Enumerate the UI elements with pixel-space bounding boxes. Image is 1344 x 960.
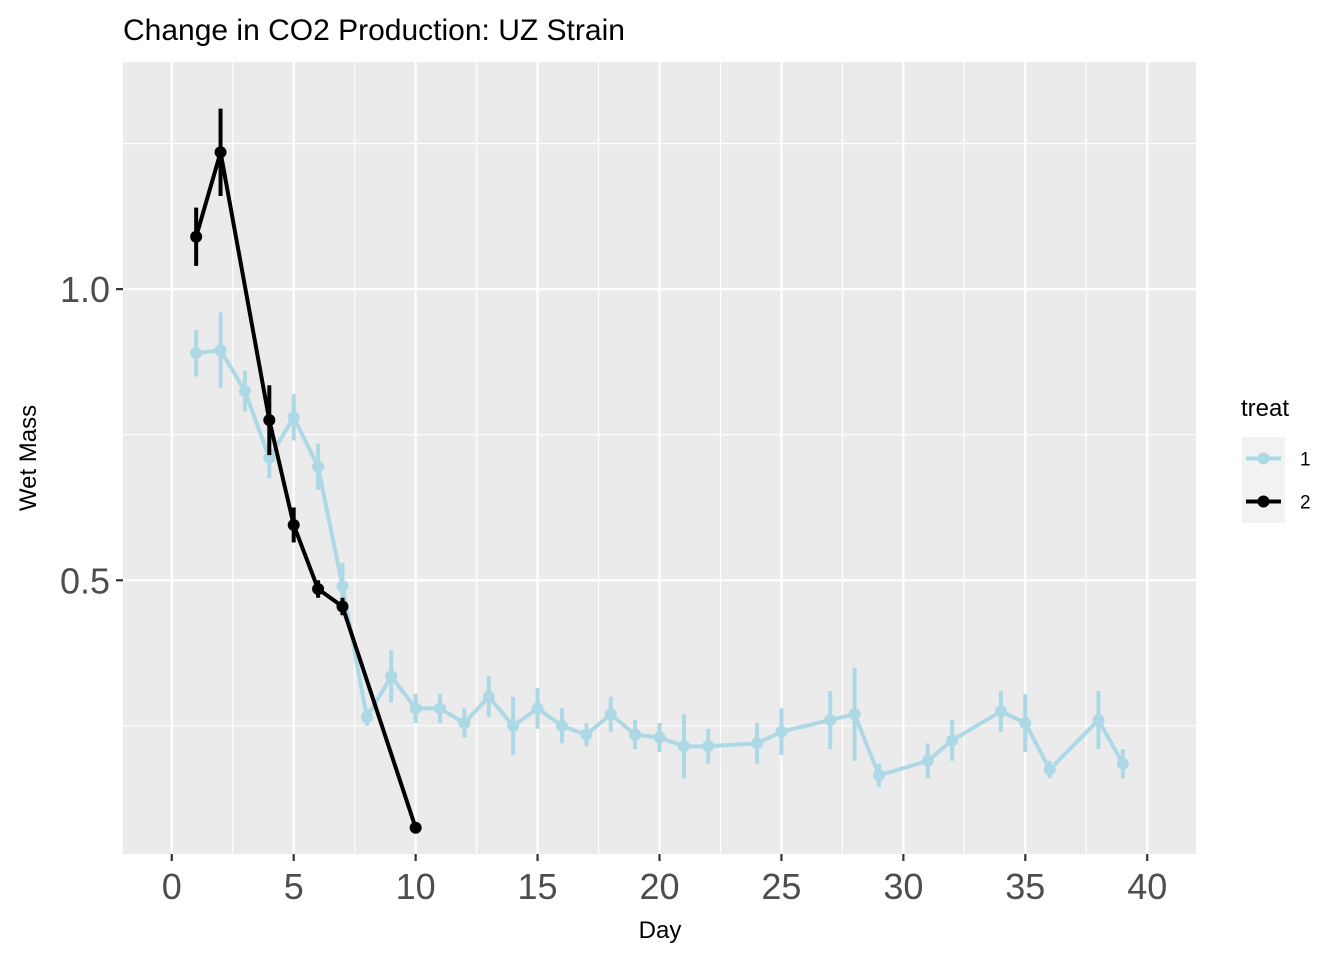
- data-point: [409, 702, 422, 715]
- data-point: [482, 690, 495, 703]
- x-axis-title: Day: [639, 917, 682, 944]
- y-axis-title: Wet Mass: [15, 405, 42, 511]
- y-axis-ticks: 0.5 1.0: [60, 269, 123, 601]
- data-point: [994, 705, 1007, 718]
- data-point: [872, 769, 885, 782]
- data-point: [287, 518, 300, 531]
- x-tick-label: 30: [883, 866, 923, 907]
- data-point: [1116, 757, 1129, 770]
- legend-item-1: 1: [1242, 437, 1311, 480]
- data-point: [190, 347, 203, 360]
- x-tick-label: 10: [396, 866, 436, 907]
- x-tick-label: 40: [1127, 866, 1167, 907]
- data-point: [1019, 716, 1032, 729]
- legend-label: 2: [1300, 493, 1311, 514]
- data-point: [653, 731, 666, 744]
- x-tick-label: 20: [639, 866, 679, 907]
- legend-label: 1: [1300, 450, 1311, 471]
- series-line: [195, 348, 1125, 778]
- data-point: [360, 711, 373, 724]
- data-point: [214, 344, 227, 357]
- data-point: [775, 725, 788, 738]
- data-point: [312, 583, 325, 596]
- series-1: [190, 312, 1129, 788]
- legend-key-point: [1257, 452, 1270, 465]
- x-tick-label: 5: [284, 866, 304, 907]
- data-point: [263, 414, 276, 427]
- data-point: [190, 230, 203, 243]
- data-point: [824, 714, 837, 727]
- legend-key-point: [1257, 495, 1270, 508]
- data-point: [287, 411, 300, 424]
- x-tick-label: 0: [162, 866, 182, 907]
- data-point: [263, 452, 276, 464]
- y-tick-label: 1.0: [60, 269, 110, 310]
- data-point: [1092, 714, 1105, 727]
- legend: treat 1 2: [1241, 395, 1311, 523]
- data-point: [507, 719, 520, 732]
- data-point: [336, 600, 349, 613]
- data-point: [946, 734, 959, 747]
- data-point: [531, 702, 544, 715]
- data-point: [238, 385, 251, 398]
- legend-item-2: 2: [1242, 480, 1311, 523]
- data-point: [214, 146, 227, 159]
- data-point: [336, 580, 349, 593]
- series-layer: [190, 108, 1129, 834]
- data-point: [751, 737, 764, 750]
- series-2: [190, 108, 422, 834]
- data-point: [1043, 763, 1056, 776]
- data-point: [702, 740, 715, 753]
- data-point: [848, 708, 861, 721]
- data-point: [458, 716, 471, 729]
- data-point: [434, 702, 447, 715]
- x-axis-ticks: 0 5 10 15 20 25 30 35 40: [162, 854, 1167, 907]
- chart-title: Change in CO2 Production: UZ Strain: [123, 14, 625, 47]
- data-point: [385, 670, 398, 683]
- data-point: [409, 821, 422, 834]
- data-point: [921, 754, 934, 767]
- x-tick-label: 15: [518, 866, 558, 907]
- data-point: [629, 728, 642, 741]
- data-point: [312, 460, 325, 473]
- data-point: [580, 728, 593, 741]
- x-tick-label: 25: [761, 866, 801, 907]
- data-point: [555, 719, 568, 732]
- legend-title: treat: [1241, 395, 1289, 422]
- data-point: [677, 740, 690, 753]
- data-point: [604, 708, 617, 721]
- x-tick-label: 35: [1005, 866, 1045, 907]
- y-tick-label: 0.5: [60, 560, 110, 601]
